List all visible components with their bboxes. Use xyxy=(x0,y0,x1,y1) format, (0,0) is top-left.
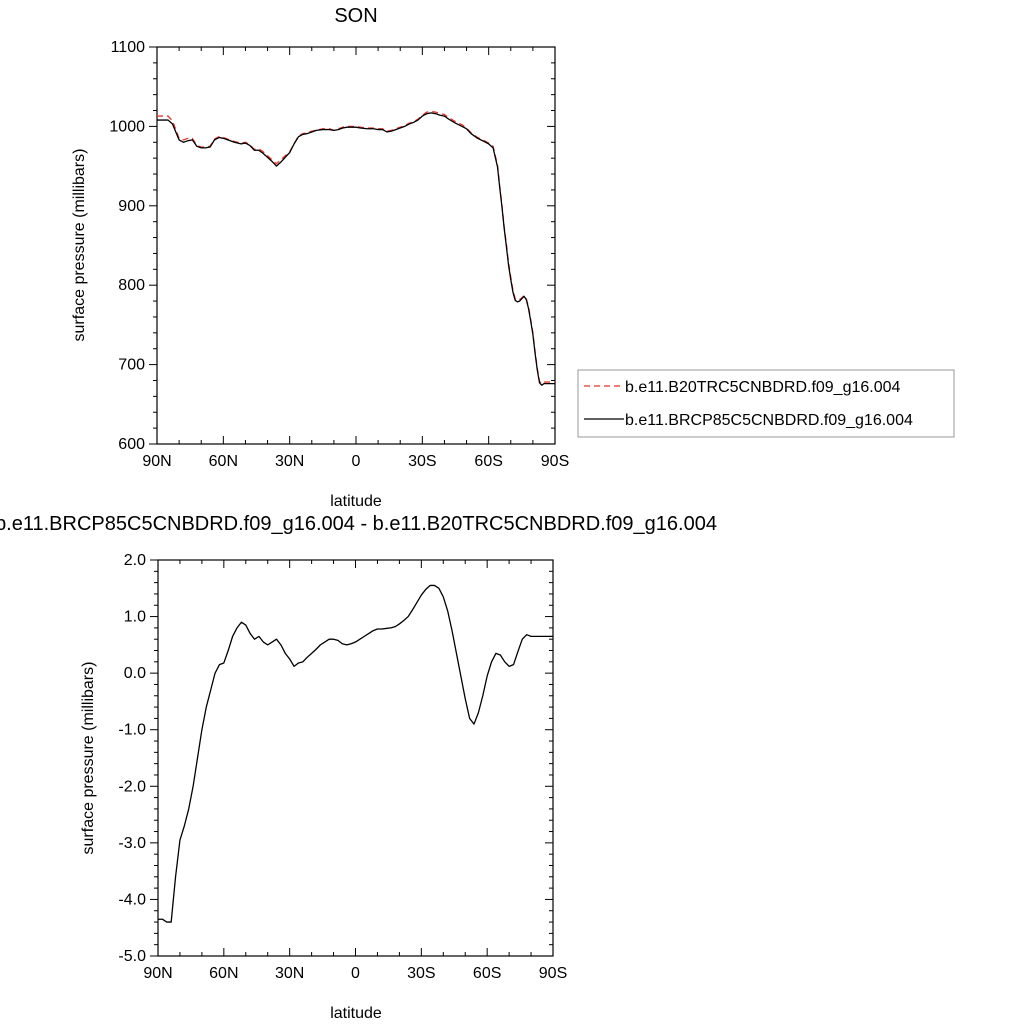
chart-top-x-tick-label: 90S xyxy=(541,453,569,470)
chart-bottom-x-tick-label: 90N xyxy=(143,965,172,982)
chart-top-y-tick-label: 1000 xyxy=(109,118,145,135)
chart-bottom-y-tick-label: 1.0 xyxy=(124,609,146,626)
legend-box xyxy=(577,369,955,438)
chart-top-title: SON xyxy=(334,5,377,27)
chart-top: SON 90N 60N 30N 0 30S 60S 90S 600 700 800 900 1000 1… xyxy=(71,5,955,510)
chart-top-y-tick-label: 800 xyxy=(118,277,145,294)
chart-bottom-x-tick-label: 30N xyxy=(275,965,304,982)
chart-top-x-tick-label: 60S xyxy=(474,453,502,470)
chart-top-series xyxy=(157,110,555,386)
chart-bottom-y-tick-label: -3.0 xyxy=(118,835,146,852)
chart-top-legend: b.e11.B20TRC5CNBDRD.f09_g16.004 b.e11.BR… xyxy=(577,369,955,438)
chart-top-ticks: 90N 60N 30N 0 30S 60S 90S 600 700 800 900 1000 1100 xyxy=(109,39,569,470)
chart-bottom-y-tick-label: -1.0 xyxy=(118,722,146,739)
chart-bottom-y-tick-label: 0.0 xyxy=(124,665,146,682)
chart-top-y-tick-label: 1100 xyxy=(111,39,146,56)
chart-bottom-y-axis-label: surface pressure (millibars) xyxy=(80,662,97,855)
chart-bottom-plot-frame xyxy=(157,559,554,957)
chart-top-series-line-0 xyxy=(157,110,555,385)
chart-top-x-axis-label: latitude xyxy=(330,493,382,510)
chart-bottom-y-tick-label: 2.0 xyxy=(124,552,146,569)
chart-top-series-line-1 xyxy=(157,112,555,386)
legend-label-1: b.e11.BRCP85C5CNBDRD.f09_g16.004 xyxy=(625,412,913,429)
chart-bottom-x-tick-label: 90S xyxy=(539,965,567,982)
chart-bottom-y-tick-label: -5.0 xyxy=(118,948,146,965)
chart-bottom-y-tick-label: -4.0 xyxy=(118,891,146,908)
chart-top-x-tick-label: 60N xyxy=(209,453,238,470)
chart-top-y-tick-label: 700 xyxy=(118,357,145,374)
chart-bottom-series-line-0 xyxy=(158,584,553,923)
chart-bottom: b.e11.BRCP85C5CNBDRD.f09_g16.004 - b.e11… xyxy=(0,513,717,1022)
chart-top-plot-frame xyxy=(156,46,556,445)
chart-bottom-y-tick-label: -2.0 xyxy=(118,778,146,795)
chart-top-x-tick-label: 30N xyxy=(275,453,304,470)
chart-bottom-ticks: 90N 60N 30N 0 30S 60S 90S -5.0 -4.0 -3.0 -2.0 -1.0 0… xyxy=(118,552,567,982)
chart-top-x-tick-label: 30S xyxy=(408,453,436,470)
chart-top-x-tick-label: 90N xyxy=(142,453,171,470)
chart-bottom-x-tick-label: 60S xyxy=(473,965,501,982)
chart-bottom-series xyxy=(158,584,553,923)
chart-bottom-x-tick-label: 0 xyxy=(351,965,360,982)
legend-label-0: b.e11.B20TRC5CNBDRD.f09_g16.004 xyxy=(625,379,901,396)
chart-top-y-axis-label: surface pressure (millibars) xyxy=(71,149,88,342)
chart-bottom-x-tick-label: 60N xyxy=(209,965,238,982)
chart-bottom-x-tick-label: 30S xyxy=(407,965,435,982)
chart-bottom-title: b.e11.BRCP85C5CNBDRD.f09_g16.004 - b.e11… xyxy=(0,513,717,535)
chart-top-x-tick-label: 0 xyxy=(352,453,361,470)
chart-bottom-x-axis-label: latitude xyxy=(330,1005,382,1022)
chart-top-y-tick-label: 600 xyxy=(118,436,145,453)
chart-top-y-tick-label: 900 xyxy=(118,198,145,215)
